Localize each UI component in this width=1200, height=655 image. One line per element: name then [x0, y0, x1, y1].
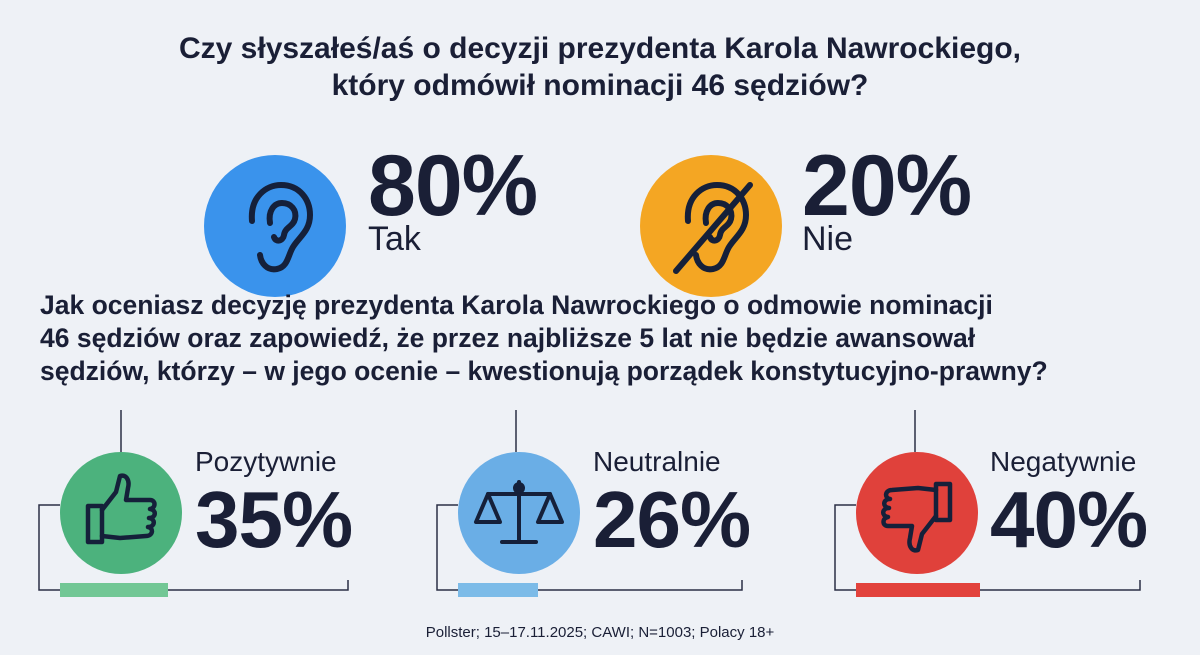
answer-pozytywnie-circle: [60, 452, 182, 574]
answer-negatywnie-percent: 40%: [990, 475, 1148, 564]
answer-negatywnie-bar: [856, 583, 980, 597]
question-1-title: Czy słyszałeś/aś o decyzji prezydenta Ka…: [0, 30, 1200, 104]
answer-nie-percent: 20%: [802, 138, 972, 234]
ear-crossed-icon: [673, 182, 753, 274]
question-2-line-3: sędziów, którzy – w jego ocenie – kwesti…: [40, 356, 1048, 386]
connector-negatywnie-bottom: [834, 504, 1141, 591]
answer-nie-label: Nie: [802, 220, 854, 258]
thumbs-down-icon: [881, 481, 953, 553]
question-2-line-2: 46 sędziów oraz zapowiedź, że przez najb…: [40, 323, 976, 353]
thumbs-up-icon: [85, 473, 157, 545]
question-2-title: Jak oceniasz decyzję prezydenta Karola N…: [40, 289, 1180, 388]
question-2-line-1: Jak oceniasz decyzję prezydenta Karola N…: [40, 290, 993, 320]
answer-neutralnie-label: Neutralnie: [593, 446, 721, 477]
answer-neutralnie-percent: 26%: [593, 475, 751, 564]
connector-neutralnie-bottom: [436, 504, 743, 591]
answer-pozytywnie-percent: 35%: [195, 475, 353, 564]
answer-neutralnie-circle: [458, 452, 580, 574]
answer-pozytywnie-label: Pozytywnie: [195, 446, 337, 477]
answer-tak-percent: 80%: [368, 138, 538, 234]
source-footer: Pollster; 15–17.11.2025; CAWI; N=1003; P…: [425, 624, 775, 641]
answer-tak-label: Tak: [368, 220, 421, 258]
connector-pozytywnie-bottom: [38, 504, 349, 591]
question-1-line-1: Czy słyszałeś/aś o decyzji prezydenta Ka…: [178, 32, 1022, 65]
question-1-line-2: który odmówił nominacji 46 sędziów?: [331, 69, 869, 102]
ear-icon: [248, 182, 313, 273]
answer-tak-circle: [204, 155, 346, 297]
answer-nie-circle: [640, 155, 782, 297]
answer-negatywnie-circle: [856, 452, 978, 574]
scales-icon: [474, 480, 564, 544]
answer-negatywnie-label: Negatywnie: [990, 446, 1137, 477]
answer-pozytywnie-bar: [60, 583, 168, 597]
answer-neutralnie-bar: [458, 583, 538, 597]
